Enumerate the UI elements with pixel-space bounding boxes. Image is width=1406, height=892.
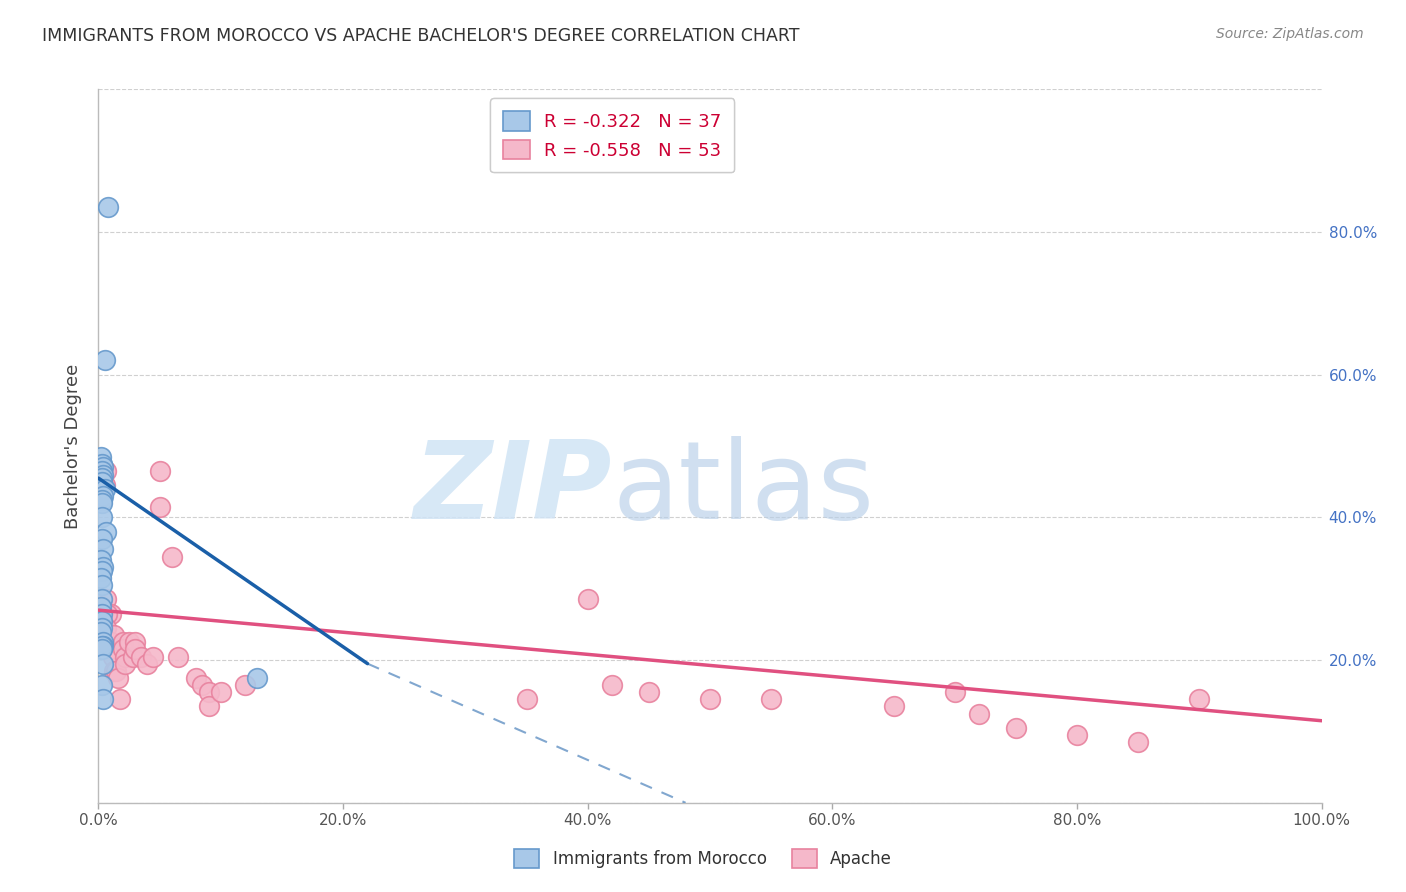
Point [91, 621, 114, 635]
Point [1188, 692, 1211, 706]
Point [233, 678, 256, 692]
Point [91, 642, 114, 657]
Point [94, 592, 117, 607]
Point [114, 657, 136, 671]
Point [91, 614, 114, 628]
Point [94, 524, 117, 539]
Point [191, 678, 214, 692]
Point [91, 578, 114, 592]
Point [100, 635, 122, 649]
Point [142, 649, 165, 664]
Point [111, 642, 134, 657]
Point [246, 671, 269, 685]
Point [91, 607, 114, 621]
Point [97, 200, 120, 214]
Point [515, 692, 537, 706]
Point [761, 692, 783, 706]
Point [638, 685, 661, 699]
Point [103, 628, 125, 642]
Point [197, 699, 219, 714]
Point [91, 510, 114, 524]
Point [91, 607, 114, 621]
Point [90, 553, 112, 567]
Point [98, 635, 121, 649]
Point [91, 475, 114, 489]
Point [1066, 728, 1088, 742]
Point [103, 664, 125, 678]
Point [118, 635, 141, 649]
Point [91, 621, 114, 635]
Text: IMMIGRANTS FROM MOROCCO VS APACHE BACHELOR'S DEGREE CORRELATION CHART: IMMIGRANTS FROM MOROCCO VS APACHE BACHEL… [42, 27, 800, 45]
Text: atlas: atlas [612, 436, 875, 541]
Point [90, 599, 112, 614]
Point [1128, 735, 1150, 749]
Point [149, 464, 172, 478]
Point [90, 450, 112, 464]
Point [114, 649, 136, 664]
Point [943, 685, 966, 699]
Point [209, 685, 232, 699]
Point [124, 642, 146, 657]
Point [167, 649, 190, 664]
Point [91, 532, 114, 546]
Point [91, 460, 114, 475]
Point [91, 678, 114, 692]
Text: Source: ZipAtlas.com: Source: ZipAtlas.com [1216, 27, 1364, 41]
Point [186, 671, 208, 685]
Y-axis label: Bachelor's Degree: Bachelor's Degree [65, 363, 83, 529]
Point [883, 699, 905, 714]
Point [93, 353, 115, 368]
Point [91, 467, 114, 482]
Point [1004, 721, 1026, 735]
Point [110, 692, 132, 706]
Point [91, 492, 114, 507]
Legend: R = -0.322   N = 37, R = -0.558   N = 53: R = -0.322 N = 37, R = -0.558 N = 53 [491, 98, 734, 172]
Point [104, 664, 127, 678]
Point [91, 471, 114, 485]
Point [91, 489, 114, 503]
Point [91, 692, 114, 706]
Point [90, 635, 112, 649]
Point [121, 649, 143, 664]
Point [136, 657, 159, 671]
Point [90, 624, 112, 639]
Point [91, 564, 114, 578]
Point [100, 642, 122, 657]
Point [91, 496, 114, 510]
Point [94, 464, 117, 478]
Point [129, 649, 152, 664]
Point [100, 607, 122, 621]
Point [93, 478, 115, 492]
Point [91, 639, 114, 653]
Point [111, 635, 134, 649]
Point [967, 706, 990, 721]
Point [90, 482, 112, 496]
Point [94, 621, 117, 635]
Point [107, 671, 129, 685]
Point [124, 635, 146, 649]
Point [91, 457, 114, 471]
Point [160, 549, 183, 564]
Point [600, 678, 623, 692]
Point [576, 592, 599, 607]
Point [91, 542, 114, 557]
Point [96, 607, 118, 621]
Point [101, 649, 124, 664]
Point [91, 639, 114, 653]
Point [149, 500, 172, 514]
Point [96, 635, 118, 649]
Point [90, 571, 112, 585]
Point [91, 592, 114, 607]
Point [91, 464, 114, 478]
Point [197, 685, 219, 699]
Point [93, 482, 115, 496]
Point [91, 635, 114, 649]
Legend: Immigrants from Morocco, Apache: Immigrants from Morocco, Apache [508, 843, 898, 875]
Point [91, 657, 114, 671]
Point [699, 692, 721, 706]
Point [91, 560, 114, 574]
Text: ZIP: ZIP [413, 436, 612, 541]
